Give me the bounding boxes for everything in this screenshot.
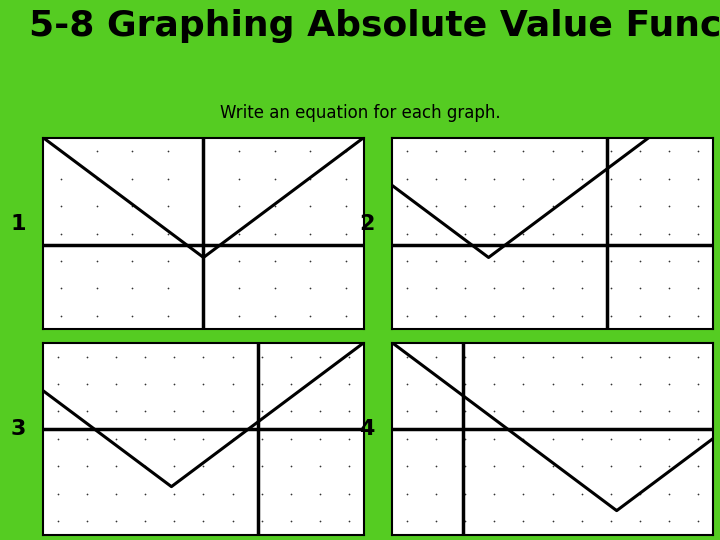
Text: Write an equation for each graph.: Write an equation for each graph. — [220, 104, 500, 123]
Text: 5-8 Graphing Absolute Value Functions: 5-8 Graphing Absolute Value Functions — [29, 10, 720, 43]
Text: 3: 3 — [10, 419, 26, 439]
Text: 1: 1 — [10, 214, 26, 234]
Text: 4: 4 — [359, 419, 375, 439]
Text: 2: 2 — [359, 214, 375, 234]
